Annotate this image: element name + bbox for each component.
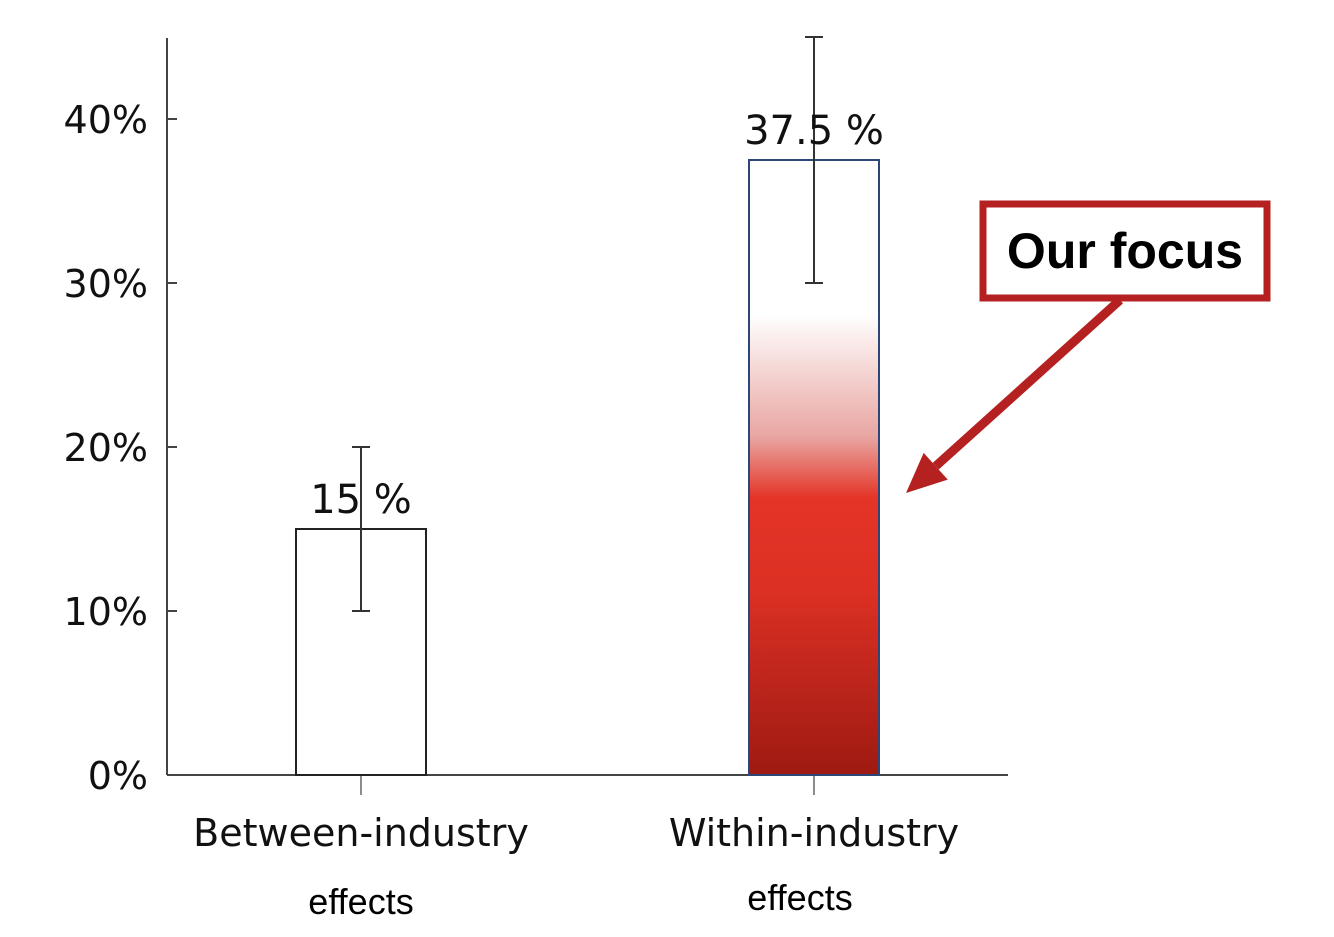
callout-arrow-head	[906, 452, 948, 493]
y-tick-label: 20%	[64, 426, 148, 470]
callout-text: Our focus	[1007, 223, 1243, 279]
y-tick-label: 30%	[64, 262, 148, 306]
callout-arrow-line	[932, 296, 1124, 470]
y-tick-label: 0%	[88, 754, 148, 798]
callout: Our focus	[906, 200, 1271, 493]
y-tick-label: 40%	[64, 98, 148, 142]
category-label-line2: effects	[747, 877, 852, 918]
labels: 0% 10% 20% 30% 40% 15 % Between-industry effect…	[64, 98, 960, 922]
category-label: Within-industry	[669, 811, 959, 855]
y-tick-label: 10%	[64, 590, 148, 634]
category-label: Between-industry	[193, 811, 529, 855]
data-label: 37.5 %	[744, 108, 884, 154]
bars	[295, 36, 880, 776]
data-label: 15 %	[310, 477, 412, 523]
category-label-line2: effects	[308, 881, 413, 922]
callout-box	[979, 200, 1271, 302]
